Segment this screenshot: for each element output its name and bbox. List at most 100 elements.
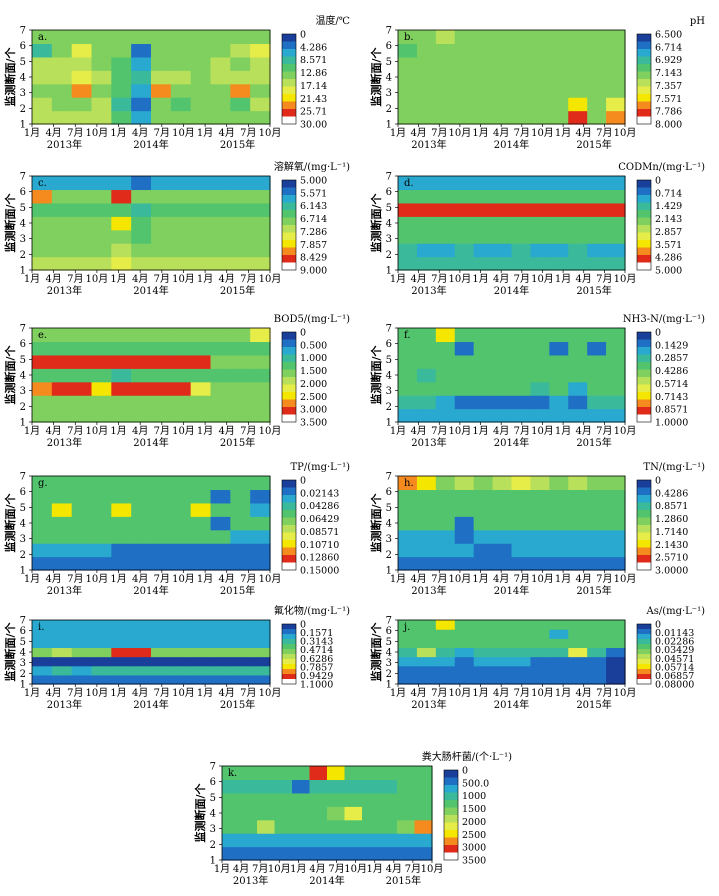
legend-tick-label: 3500 xyxy=(462,856,486,867)
legend-tick-label: 0.12860 xyxy=(300,553,339,564)
heatmap-cell xyxy=(170,354,192,369)
heatmap-cell xyxy=(435,243,456,258)
heatmap-cell xyxy=(190,189,212,204)
heatmap-cell xyxy=(568,529,588,544)
heatmap-cell xyxy=(71,395,93,410)
legend-swatch xyxy=(282,116,296,125)
heatmap-cell xyxy=(549,176,569,191)
heatmap-cell xyxy=(71,97,93,112)
x-tick-label: 1月 xyxy=(110,425,126,437)
heatmap-cell xyxy=(111,489,132,504)
legend-swatch xyxy=(637,240,651,248)
heatmap-cell xyxy=(91,110,112,125)
heatmap-cell xyxy=(32,97,53,112)
heatmap-cell xyxy=(230,354,251,369)
legend-swatch xyxy=(282,195,296,203)
x-tick-label: 7月 xyxy=(67,687,83,699)
heatmap-cell xyxy=(91,368,112,383)
heatmap-cell xyxy=(473,647,494,658)
heatmap-cell xyxy=(416,243,437,258)
legend-tick-label: 1.0000 xyxy=(655,418,688,429)
heatmap-cell xyxy=(71,381,93,396)
legend-swatch xyxy=(282,347,296,355)
year-label: 2013年 xyxy=(47,138,82,151)
x-tick-label: 7月 xyxy=(67,127,83,139)
heatmap-cell xyxy=(210,620,231,630)
heatmap-cell xyxy=(492,476,513,491)
heatmap-cell xyxy=(257,806,276,821)
heatmap-cell xyxy=(91,243,112,258)
heatmap-cell xyxy=(309,806,328,821)
heatmap-cell xyxy=(568,665,588,676)
heatmap-cell xyxy=(397,806,416,821)
heatmap-cell xyxy=(32,229,53,244)
x-tick-label: 4月 xyxy=(219,127,235,139)
heatmap-cell xyxy=(416,638,437,649)
legend-tick-label: 0 xyxy=(655,328,661,339)
heatmap-cell xyxy=(362,766,381,781)
legend-swatch xyxy=(282,255,296,263)
y-tick-label: 7 xyxy=(386,616,392,627)
heatmap-cell xyxy=(587,674,607,685)
heatmap-cell xyxy=(398,395,418,410)
panel-label: a. xyxy=(38,32,47,43)
heatmap-cell xyxy=(492,674,513,685)
legend-swatch xyxy=(282,562,296,571)
heatmap-cell xyxy=(51,83,73,98)
legend-tick-label: 7.857 xyxy=(300,240,327,251)
legend-swatch xyxy=(637,180,651,188)
x-tick-label: 4月 xyxy=(132,573,148,585)
x-tick-label: 7月 xyxy=(596,687,612,699)
heatmap-cell xyxy=(151,229,172,244)
heatmap-cell xyxy=(549,656,569,667)
heatmap-cell xyxy=(250,229,271,244)
heatmap-cell xyxy=(292,806,311,821)
heatmap-cell xyxy=(190,656,212,667)
y-tick-label: 3 xyxy=(20,88,26,99)
heatmap-cell xyxy=(454,656,475,667)
legend-swatch xyxy=(282,674,296,680)
heatmap-cell xyxy=(473,56,494,71)
heatmap-cell xyxy=(51,674,73,685)
heatmap-cell xyxy=(398,638,418,649)
heatmap-cell xyxy=(398,328,418,343)
legend-frame xyxy=(281,33,297,125)
heatmap-cell xyxy=(210,489,231,504)
heatmap-cell xyxy=(587,665,607,676)
y-tick-label: 2 xyxy=(210,840,216,851)
heatmap-cell xyxy=(190,43,212,58)
heatmap-cell xyxy=(435,529,456,544)
heatmap-cell xyxy=(568,110,588,125)
heatmap-cell xyxy=(230,30,251,45)
y-tick-label: 2 xyxy=(386,250,392,261)
x-tick-label: 4月 xyxy=(410,127,426,139)
legend-swatch xyxy=(637,502,651,511)
heatmap-cell xyxy=(91,43,112,58)
year-label: 2015年 xyxy=(576,584,611,597)
heatmap-cell xyxy=(292,833,311,848)
heatmap-cell xyxy=(454,229,475,244)
heatmap-cell xyxy=(170,243,192,258)
x-tick-label: 1月 xyxy=(110,687,126,699)
heatmap-cell xyxy=(511,202,532,217)
heatmap-cell xyxy=(549,256,569,271)
heatmap-cell xyxy=(398,543,418,558)
heatmap-cell xyxy=(435,202,456,217)
legend-swatch xyxy=(282,369,296,378)
x-tick-label: 10月 xyxy=(86,273,109,285)
heatmap-cell xyxy=(511,665,532,676)
heatmap-cell xyxy=(32,638,53,649)
heatmap-cell xyxy=(51,56,73,71)
legend-swatch xyxy=(282,649,296,655)
heatmap-cell xyxy=(274,846,293,861)
heatmap-cell xyxy=(151,502,172,517)
heatmap-cell xyxy=(568,638,588,649)
heatmap-cell xyxy=(606,341,626,356)
heatmap-cell xyxy=(210,229,231,244)
y-axis-label: 监测断面/个 xyxy=(3,344,17,404)
heatmap-cell xyxy=(170,529,192,544)
heatmap-cell xyxy=(435,629,456,639)
heatmap-cell xyxy=(151,216,172,231)
heatmap-cell xyxy=(454,476,475,491)
